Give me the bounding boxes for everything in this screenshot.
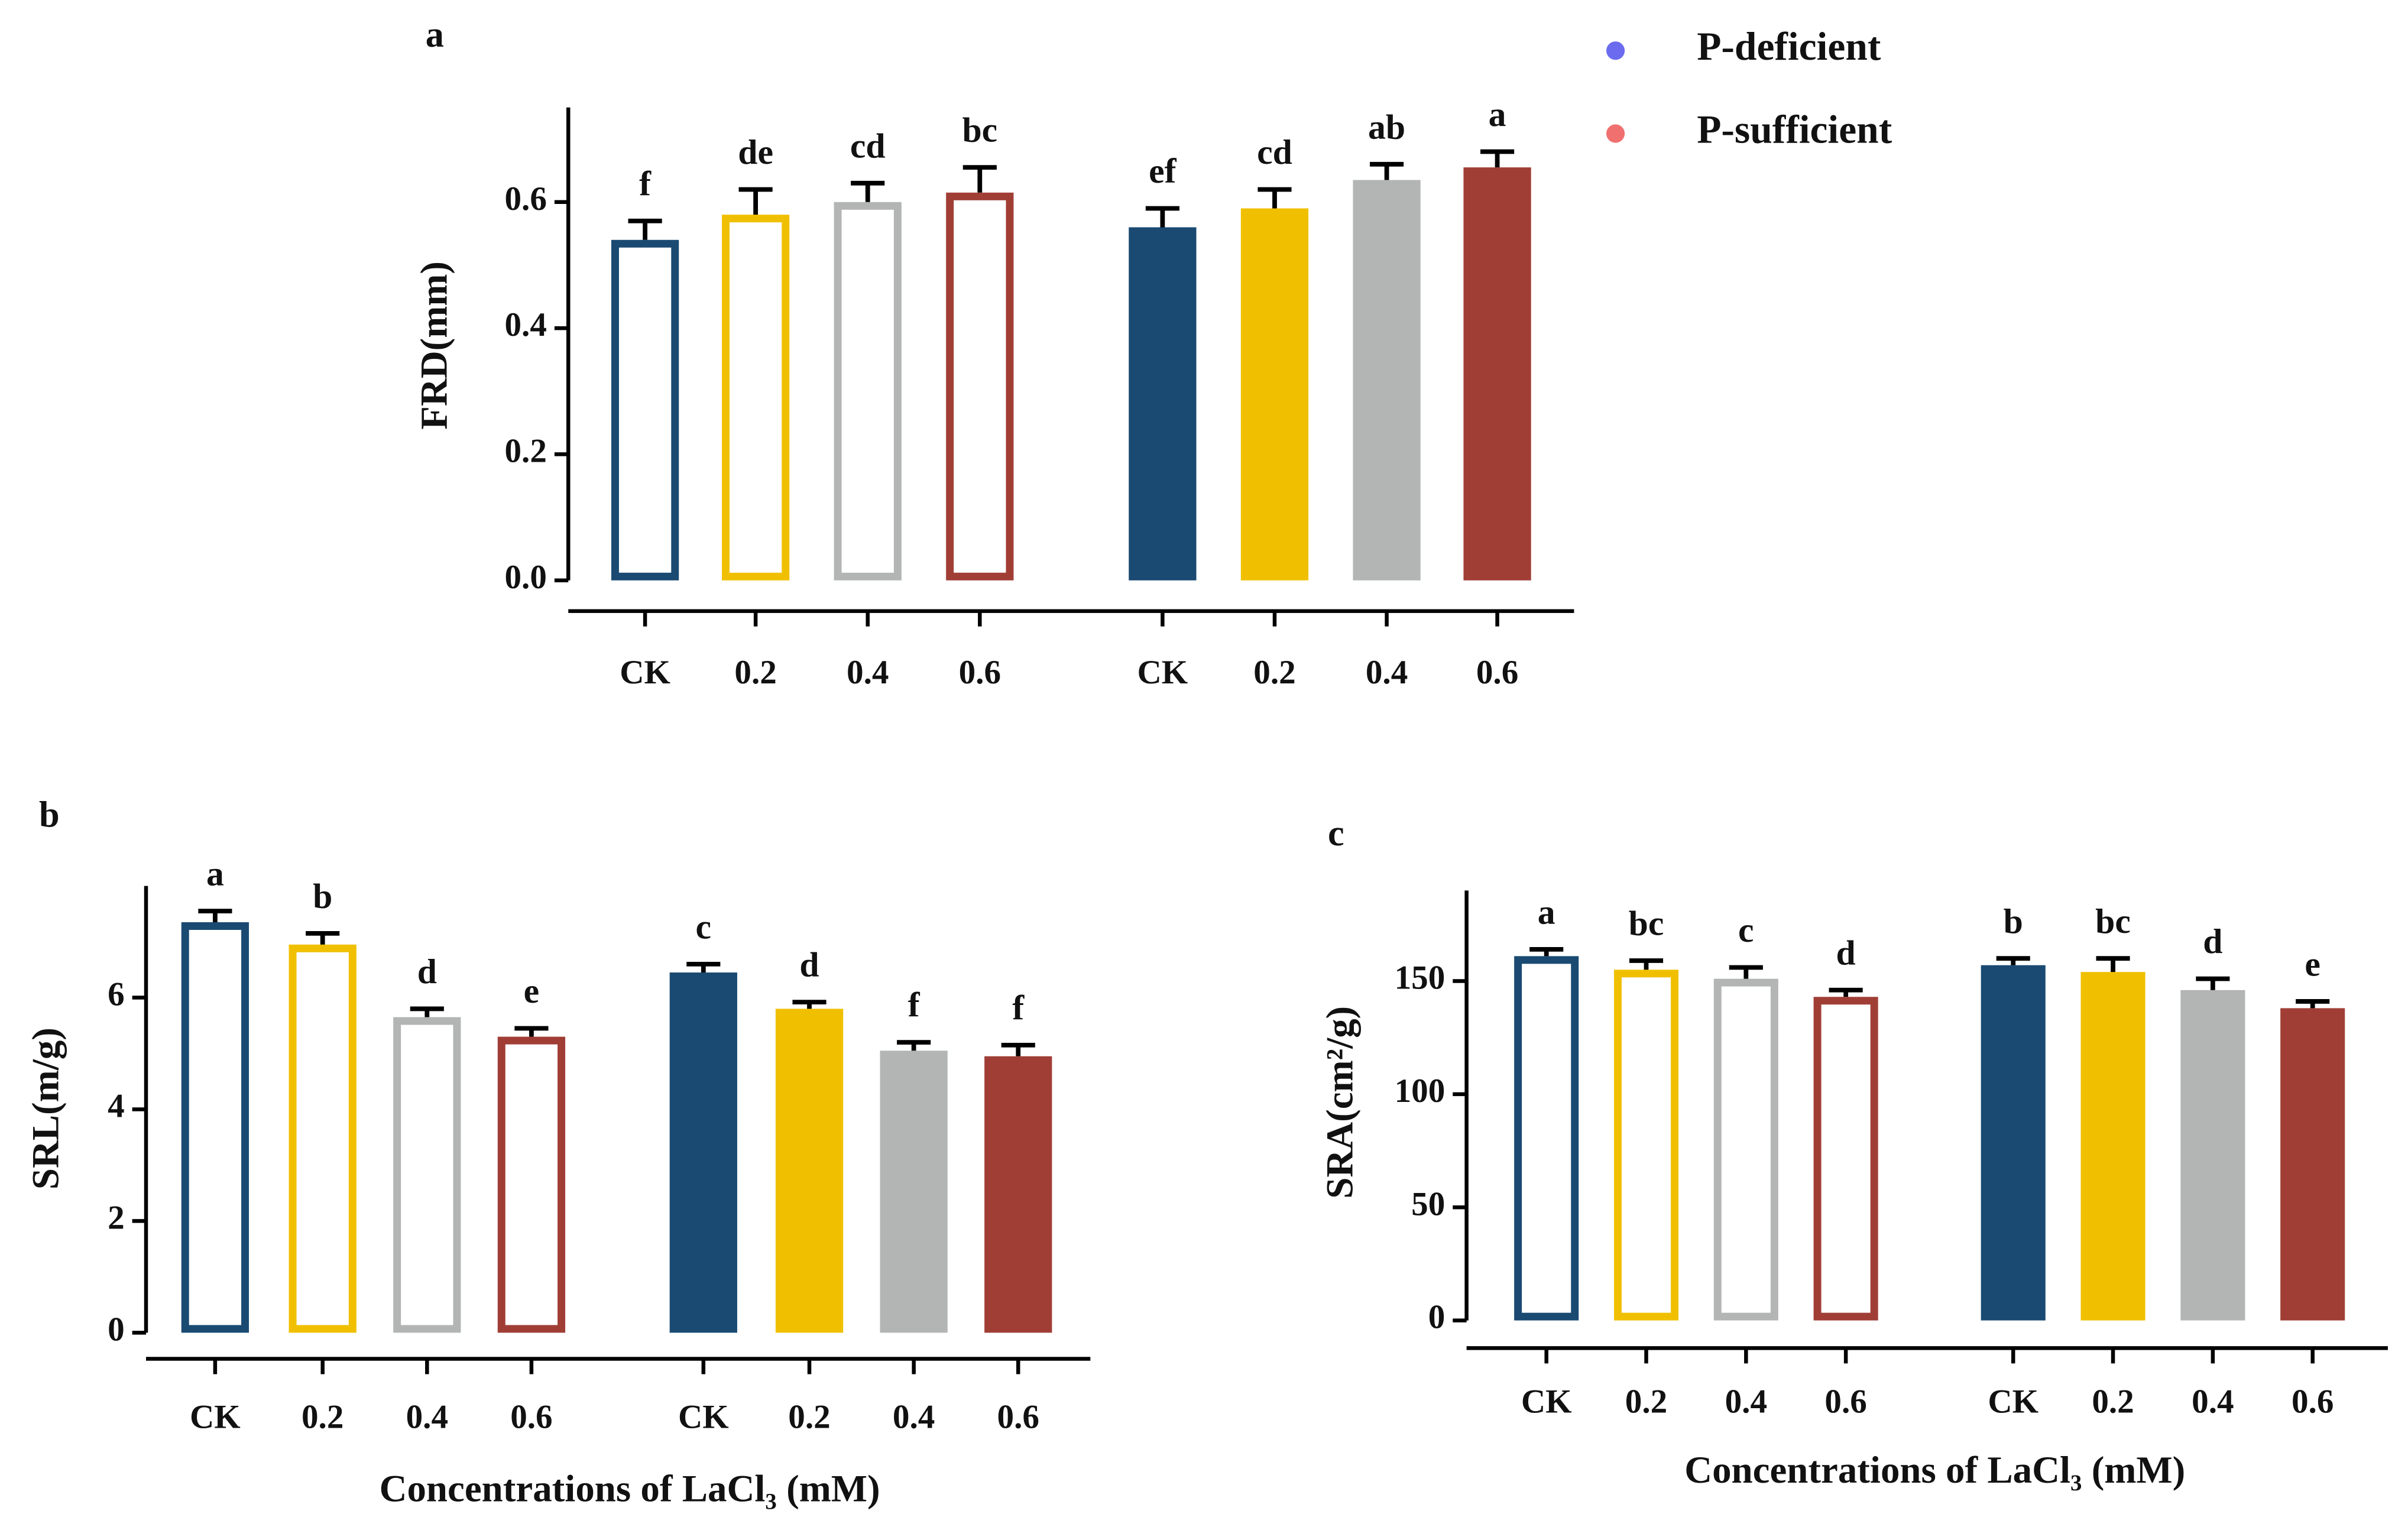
- bar: [1514, 956, 1579, 1321]
- x-tick-label: 0.4: [2192, 1383, 2234, 1421]
- y-tick-label: 50: [1411, 1185, 1445, 1223]
- significance-letter: c: [696, 907, 712, 946]
- bar: [2080, 972, 2146, 1321]
- significance-letter: f: [908, 985, 921, 1024]
- significance-letter: bc: [1629, 904, 1664, 943]
- y-tick-label: 0.2: [504, 433, 546, 470]
- bar: [1240, 208, 1309, 581]
- x-tick-label: CK: [1521, 1383, 1572, 1421]
- x-axis-label: Concentrations of LaCl₃ (mM): [1684, 1449, 2185, 1492]
- x-tick-label: CK: [1137, 654, 1188, 691]
- y-tick-label: 0.4: [504, 306, 546, 343]
- significance-letter: d: [417, 952, 437, 991]
- x-tick-label: 0.2: [1253, 654, 1295, 691]
- bar: [181, 922, 249, 1333]
- x-tick-label: CK: [678, 1399, 729, 1436]
- significance-letter: d: [2203, 922, 2222, 961]
- x-tick-label: 0.4: [406, 1399, 448, 1436]
- bar: [497, 1036, 566, 1333]
- bar: [2180, 990, 2245, 1321]
- bar: [1353, 180, 1421, 581]
- bar: [1813, 997, 1878, 1321]
- x-tick-label: 0.4: [893, 1399, 935, 1436]
- y-axis-label: SRL(m/g): [24, 1027, 67, 1189]
- y-tick-label: 150: [1395, 959, 1446, 997]
- bar: [393, 1017, 461, 1333]
- legend-marker: [1606, 41, 1625, 60]
- significance-letter: f: [639, 164, 652, 203]
- significance-letter: cd: [850, 126, 886, 165]
- y-tick-label: 2: [108, 1199, 125, 1237]
- significance-letter: c: [1738, 910, 1754, 949]
- y-tick-label: 4: [108, 1088, 125, 1125]
- legend-label: P-deficient: [1697, 24, 1881, 69]
- x-tick-label: 0.6: [1824, 1383, 1866, 1421]
- significance-letter: ef: [1149, 151, 1177, 190]
- bar: [669, 972, 737, 1333]
- legend-label: P-sufficient: [1697, 107, 1892, 151]
- legend-marker: [1606, 124, 1625, 143]
- x-tick-label: 0.6: [997, 1399, 1039, 1436]
- significance-letter: cd: [1257, 132, 1292, 171]
- bar: [2280, 1008, 2345, 1321]
- x-tick-label: 0.2: [734, 654, 776, 691]
- y-tick-label: 0.6: [504, 180, 546, 218]
- significance-letter: ab: [1368, 107, 1405, 146]
- x-tick-label: 0.4: [847, 654, 889, 691]
- bar: [834, 202, 902, 581]
- bar: [1713, 978, 1778, 1321]
- y-tick-label: 6: [108, 976, 125, 1013]
- bar: [984, 1056, 1052, 1333]
- y-tick-label: 0.0: [504, 559, 546, 596]
- significance-letter: d: [799, 945, 819, 984]
- significance-letter: b: [313, 876, 332, 915]
- bar: [1981, 965, 2046, 1321]
- bar: [721, 215, 790, 581]
- x-tick-label: 0.4: [1366, 654, 1408, 691]
- x-tick-label: 0.6: [959, 654, 1001, 691]
- y-tick-label: 0: [1428, 1299, 1446, 1336]
- significance-letter: bc: [962, 111, 997, 150]
- x-tick-label: 0.6: [1476, 654, 1518, 691]
- significance-letter: a: [206, 854, 224, 893]
- y-tick-label: 100: [1395, 1072, 1446, 1110]
- significance-letter: a: [1489, 95, 1506, 134]
- significance-letter: de: [738, 132, 773, 171]
- bar: [1613, 970, 1679, 1321]
- y-axis-label: SRA(cm²/g): [1319, 1006, 1362, 1199]
- x-tick-label: 0.2: [788, 1399, 830, 1436]
- x-tick-label: CK: [190, 1399, 241, 1436]
- x-tick-label: CK: [620, 654, 670, 691]
- significance-letter: e: [2305, 944, 2321, 983]
- y-tick-label: 0: [108, 1311, 125, 1348]
- bar: [1129, 227, 1197, 581]
- significance-letter: a: [1538, 892, 1555, 931]
- panel-label: b: [39, 795, 60, 835]
- bar: [611, 239, 679, 581]
- bar: [289, 944, 356, 1333]
- x-tick-label: 0.2: [2092, 1383, 2134, 1421]
- significance-letter: b: [2004, 902, 2023, 941]
- panel-label: c: [1328, 813, 1344, 854]
- significance-letter: bc: [2095, 902, 2131, 941]
- significance-letter: e: [524, 971, 540, 1010]
- bar: [946, 192, 1014, 581]
- significance-letter: d: [1836, 933, 1856, 972]
- x-tick-label: CK: [1988, 1383, 2038, 1421]
- x-tick-label: 0.2: [302, 1399, 343, 1436]
- y-axis-label: FRD(mm): [413, 261, 455, 430]
- x-tick-label: 0.2: [1625, 1383, 1667, 1421]
- bar: [775, 1009, 844, 1333]
- x-tick-label: 0.6: [2292, 1383, 2334, 1421]
- panel-label: a: [426, 14, 444, 55]
- significance-letter: f: [1012, 988, 1025, 1027]
- x-tick-label: 0.4: [1725, 1383, 1767, 1421]
- bar: [1463, 167, 1531, 581]
- bar: [880, 1051, 948, 1333]
- x-tick-label: 0.6: [510, 1399, 552, 1436]
- x-axis-label: Concentrations of LaCl₃ (mM): [380, 1467, 880, 1510]
